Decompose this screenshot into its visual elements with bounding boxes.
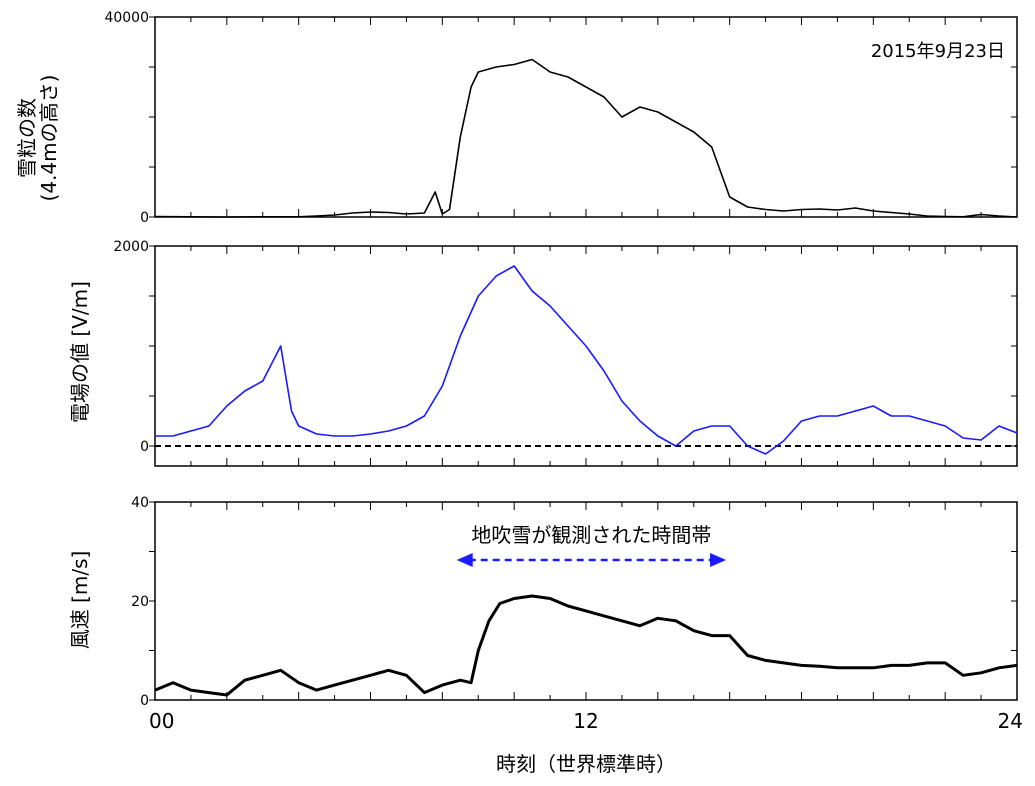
date-annotation: 2015年9月23日 <box>871 41 1005 62</box>
bottom-y-tick-label: 40 <box>131 495 149 511</box>
middle-series-line <box>155 265 1018 455</box>
middle-y-tick-label: 0 <box>140 439 149 455</box>
x-tick-label: 24 <box>998 709 1023 733</box>
top-panel-ylabel: 雪粒の数 (4.4mの高さ) <box>15 74 61 202</box>
drifting-snow-annotation: 地吹雪が観測された時間帯 <box>471 523 711 547</box>
top-panel-ylabel-line1: 雪粒の数 <box>15 98 39 178</box>
arrowhead-left <box>456 553 473 567</box>
x-tick-label: 00 <box>149 709 174 733</box>
bottom-y-tick-label: 0 <box>140 693 149 709</box>
top-y-tick-label: 0 <box>140 210 149 226</box>
middle-panel-ylabel: 電場の値 [V/m] <box>68 281 92 423</box>
arrowhead-right <box>710 553 727 567</box>
bottom-y-tick-label: 20 <box>131 594 149 610</box>
x-axis-label: 時刻（世界標準時） <box>496 752 676 776</box>
top-panel-ylabel-line2: (4.4mの高さ) <box>37 74 61 202</box>
middle-y-tick-label: 2000 <box>113 239 149 255</box>
bottom-series-line <box>154 594 1018 697</box>
top-series-line <box>154 58 1018 218</box>
bottom-panel-ylabel: 風速 [m/s] <box>68 550 92 650</box>
x-tick-label: 12 <box>573 709 598 733</box>
middle-plot-frame <box>154 245 1018 467</box>
top-y-tick-label: 40000 <box>104 10 149 26</box>
